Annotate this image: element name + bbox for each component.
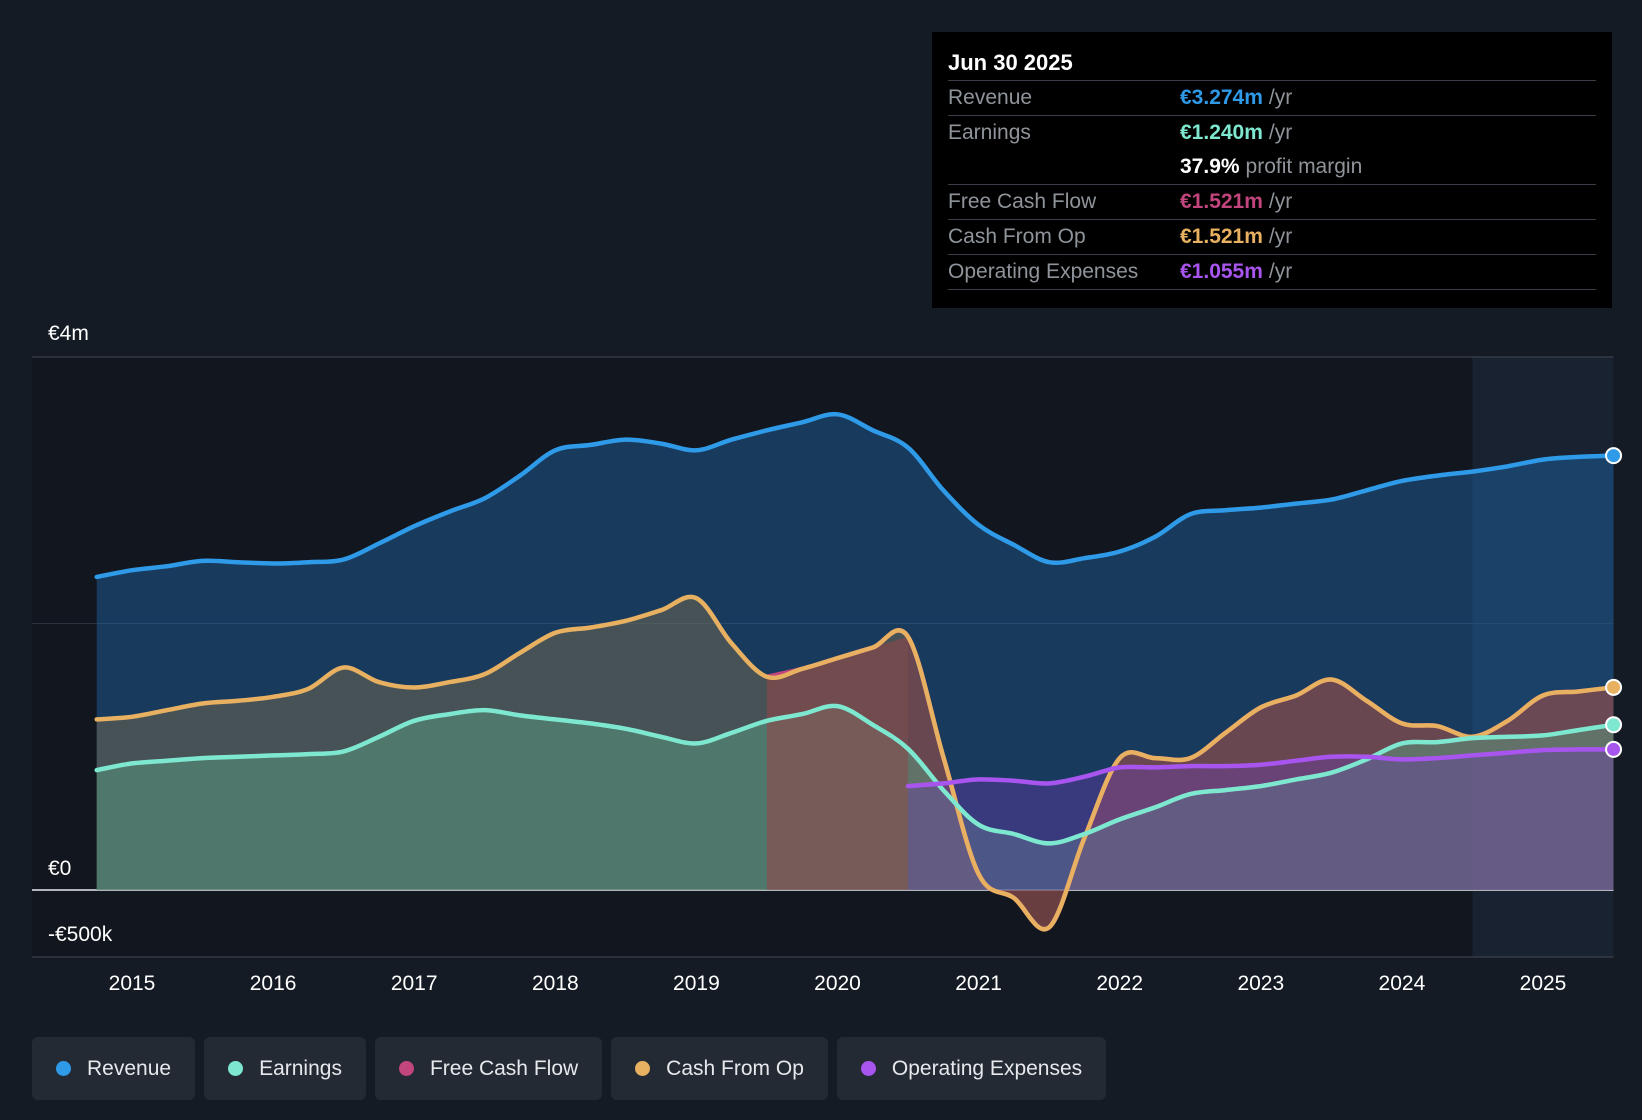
legend-dot-icon: [398, 1061, 414, 1076]
tooltip-unit: /yr: [1268, 86, 1293, 109]
y-tick-label: €0: [48, 857, 71, 880]
tooltip-row-fcf: Free Cash Flow €1.521m /yr: [948, 185, 1596, 220]
legend-label: Cash From Op: [666, 1056, 804, 1080]
x-tick-label: 2020: [814, 972, 861, 995]
tooltip-row-profit-margin: 37.9% profit margin: [948, 150, 1596, 185]
tooltip-value: €3.274m: [1180, 86, 1263, 109]
x-tick-label: 2025: [1520, 972, 1567, 995]
tooltip-panel: Jun 30 2025 Revenue €3.274m /yr Earnings…: [932, 32, 1612, 308]
legend: Revenue Earnings Free Cash Flow Cash Fro…: [32, 1037, 1107, 1100]
legend-dot-icon: [56, 1061, 71, 1076]
x-tick-label: 2017: [391, 972, 438, 995]
line-opex: [905, 747, 1616, 789]
x-tick-label: 2019: [673, 972, 720, 995]
tooltip-row-cfo: Cash From Op €1.521m /yr: [948, 220, 1596, 255]
legend-label: Earnings: [259, 1056, 342, 1080]
y-axis-labels: €4m €0 -€500k: [48, 322, 113, 946]
tooltip-value: €1.240m: [1180, 121, 1263, 144]
legend-dot-icon: [228, 1061, 244, 1076]
tooltip-value: 37.9%: [1180, 155, 1240, 178]
tooltip-value: €1.521m: [1180, 225, 1263, 248]
x-tick-label: 2024: [1379, 972, 1426, 995]
x-tick-label: 2018: [532, 972, 579, 995]
tooltip-unit: profit margin: [1245, 155, 1363, 178]
tooltip-label: [948, 150, 1180, 184]
tooltip-label: Operating Expenses: [948, 260, 1139, 283]
tooltip-value: €1.055m: [1180, 260, 1263, 283]
tooltip-row-earnings: Earnings €1.240m /yr: [948, 116, 1596, 150]
area-opex: [908, 749, 1614, 890]
tooltip-label: Free Cash Flow: [948, 190, 1097, 213]
legend-label: Revenue: [87, 1056, 172, 1080]
line-cfo: [94, 594, 1616, 932]
y-tick-label: -€500k: [48, 923, 113, 946]
end-dot-opex: [1605, 740, 1623, 758]
tooltip-row-opex: Operating Expenses €1.055m /yr: [948, 255, 1596, 290]
tooltip-unit: /yr: [1268, 225, 1293, 248]
tooltip-unit: /yr: [1268, 121, 1293, 144]
legend-item-revenue[interactable]: Revenue: [32, 1037, 196, 1100]
line-revenue: [94, 411, 1616, 580]
tooltip-value: €1.521m: [1180, 190, 1263, 213]
area-fcf: [908, 636, 1614, 930]
x-tick-label: 2023: [1237, 972, 1284, 995]
tooltip-label: Revenue: [948, 86, 1033, 109]
x-tick-label: 2016: [250, 972, 297, 995]
legend-item-earnings[interactable]: Earnings: [204, 1037, 366, 1100]
y-tick-label: €4m: [48, 322, 89, 345]
legend-item-free-cash-flow[interactable]: Free Cash Flow: [374, 1037, 603, 1100]
x-tick-label: 2021: [955, 972, 1002, 995]
tooltip-unit: /yr: [1268, 260, 1293, 283]
end-dot-revenue: [1605, 447, 1623, 465]
area-fcf-early: [766, 636, 908, 890]
tooltip-label: Cash From Op: [948, 225, 1086, 248]
x-tick-label: 2022: [1096, 972, 1143, 995]
legend-item-operating-expenses[interactable]: Operating Expenses: [836, 1037, 1107, 1100]
legend-dot-icon: [860, 1061, 876, 1076]
legend-label: Free Cash Flow: [429, 1056, 579, 1080]
end-dot-earnings: [1605, 716, 1623, 734]
series-end-dots: [1605, 447, 1623, 758]
x-tick-label: 2015: [109, 972, 156, 995]
legend-item-cash-from-op[interactable]: Cash From Op: [611, 1037, 828, 1100]
legend-label: Operating Expenses: [891, 1056, 1083, 1080]
series-lines: [94, 411, 1616, 932]
tooltip-label: Earnings: [948, 121, 1031, 144]
legend-dot-icon: [635, 1061, 651, 1076]
tooltip-date: Jun 30 2025: [948, 46, 1596, 81]
tooltip-row-revenue: Revenue €3.274m /yr: [948, 81, 1596, 116]
tooltip-unit: /yr: [1268, 190, 1293, 213]
x-axis-labels: 2015 2016 2017 2018 2019 2020 2021 2022 2023 2024…: [109, 972, 1567, 995]
line-earnings: [94, 703, 1616, 846]
end-dot-cfo: [1605, 678, 1623, 696]
